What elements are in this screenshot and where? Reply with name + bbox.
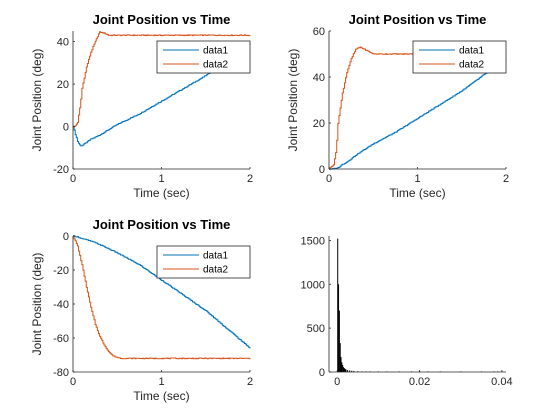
subplot-3: 0 1 2 -80 -60 -40 -20 0 Joint Position vs Time Ti…: [30, 217, 253, 403]
histogram-bar: [337, 238, 339, 372]
legend-entry: data1: [203, 46, 228, 57]
histogram-bar: [340, 357, 342, 372]
histogram-bar: [345, 369, 347, 372]
histogram-bar: [341, 362, 343, 372]
legend: data1 data2: [412, 40, 507, 74]
histogram-bar: [347, 370, 349, 372]
chart-title: Joint Position vs Time: [93, 12, 231, 27]
y-tick-label: 500: [307, 323, 325, 335]
x-tick-label: 0: [334, 376, 340, 388]
subplot-4: 0 0.02 0.04 0 500 1000 1500: [301, 235, 513, 388]
y-tick-label: 0: [319, 164, 325, 176]
y-axis-label: Joint Position (deg): [30, 49, 44, 152]
y-axis-label: Joint Position (deg): [30, 253, 44, 356]
legend-entry: data2: [459, 60, 484, 71]
histogram-bar: [349, 370, 351, 372]
chart-title: Joint Position vs Time: [93, 217, 231, 232]
histogram-bar: [343, 367, 344, 372]
histogram-bar: [339, 343, 341, 372]
x-axis-label: Time (sec): [133, 389, 189, 403]
y-tick-label: -20: [53, 164, 69, 176]
x-tick-label: 0.02: [409, 376, 430, 388]
legend-entry: data1: [203, 251, 228, 262]
y-tick-label: 1000: [301, 279, 325, 291]
x-tick-label: 2: [247, 376, 253, 388]
histogram-bar: [343, 368, 345, 372]
x-tick-label: 1: [158, 173, 164, 185]
y-tick-label: 60: [313, 26, 325, 38]
y-axis-label: Joint Position (deg): [286, 49, 300, 152]
y-tick-label: 0: [63, 122, 69, 134]
y-tick-label: 0: [319, 367, 325, 379]
y-tick-label: 40: [57, 37, 69, 49]
y-tick-label: -40: [53, 299, 69, 311]
x-tick-label: 1: [414, 173, 420, 185]
x-tick-label: 0: [70, 173, 76, 185]
x-tick-label: 2: [247, 173, 253, 185]
legend-entry: data2: [203, 265, 228, 276]
x-tick-label: 0.04: [491, 376, 512, 388]
y-tick-label: -80: [53, 367, 69, 379]
series-line-data2: [73, 31, 251, 128]
x-tick-label: 1: [158, 376, 164, 388]
x-axis-label: Time (sec): [389, 186, 445, 200]
x-tick-label: 2: [503, 173, 509, 185]
y-tick-label: 40: [313, 72, 325, 84]
x-tick-label: 0: [326, 173, 332, 185]
x-tick-label: 0: [70, 376, 76, 388]
y-tick-label: 0: [63, 231, 69, 243]
series-line-data1: [329, 58, 507, 170]
histogram-bar: [351, 370, 353, 372]
series-line-data2: [73, 235, 251, 360]
legend-box: [156, 245, 251, 279]
histogram-bar: [344, 368, 346, 372]
legend: data1 data2: [156, 40, 251, 74]
y-tick-label: -20: [53, 265, 69, 277]
y-tick-label: 20: [57, 79, 69, 91]
plot-area: [329, 236, 506, 372]
histogram-bar: [338, 284, 340, 372]
legend-box: [412, 40, 507, 74]
y-tick-label: 1500: [301, 235, 325, 247]
x-axis-label: Time (sec): [133, 186, 189, 200]
legend: data1 data2: [156, 245, 251, 279]
histogram-bar: [353, 370, 355, 372]
histogram-bar: [342, 364, 344, 372]
legend-box: [156, 40, 251, 74]
chart-title: Joint Position vs Time: [349, 12, 487, 27]
series-line-data1: [73, 235, 251, 349]
histogram-bar: [338, 310, 340, 372]
legend-entry: data2: [203, 60, 228, 71]
y-tick-label: 20: [313, 118, 325, 130]
y-tick-label: -60: [53, 333, 69, 345]
legend-entry: data1: [459, 46, 484, 57]
